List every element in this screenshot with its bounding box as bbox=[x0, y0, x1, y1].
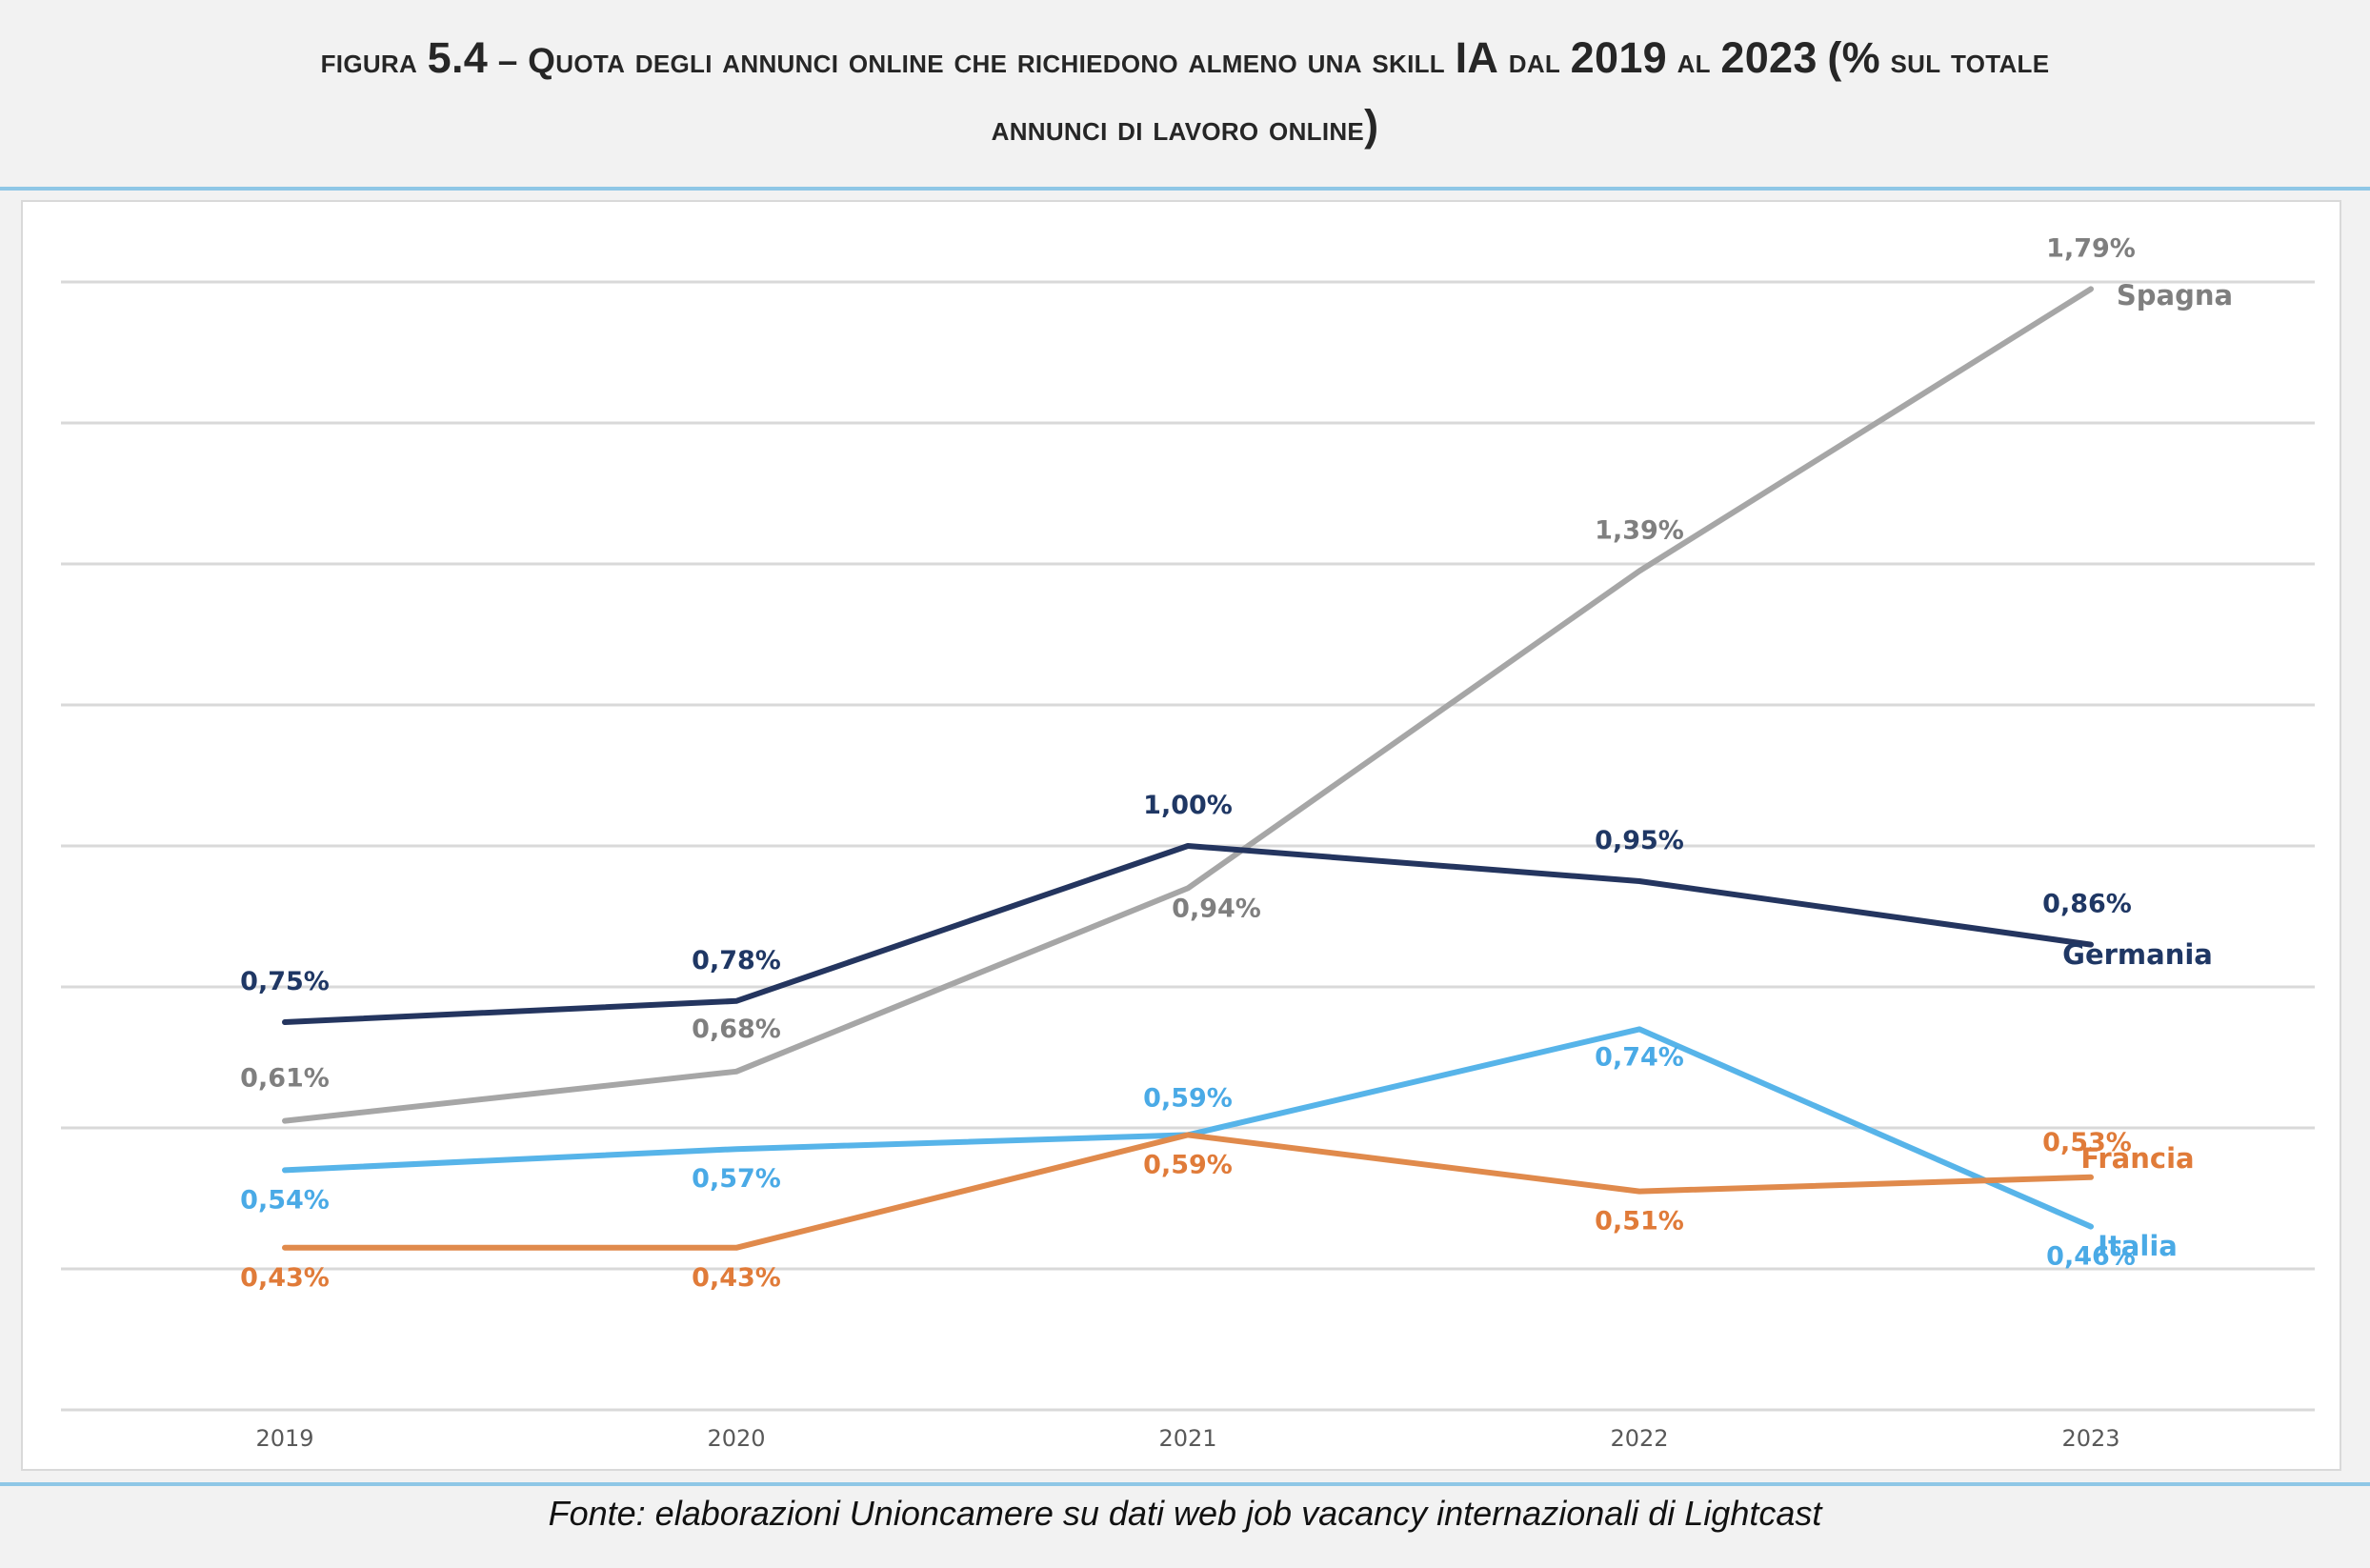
data-label: 0,59% bbox=[1143, 1150, 1233, 1179]
series-name-spagna: Spagna bbox=[2117, 279, 2233, 312]
data-label: 0,54% bbox=[240, 1185, 330, 1215]
series-line-germania bbox=[282, 843, 2094, 1025]
series-name-germania: Germania bbox=[2062, 938, 2213, 971]
chart-title-line-2: annunci di lavoro online) bbox=[991, 101, 1379, 150]
data-label: 0,68% bbox=[692, 1015, 781, 1044]
data-label: 0,61% bbox=[240, 1064, 330, 1094]
data-label: 0,75% bbox=[240, 967, 330, 996]
data-label: 0,94% bbox=[1172, 894, 1261, 923]
data-label: 0,78% bbox=[692, 946, 781, 975]
x-tick-label: 2020 bbox=[707, 1425, 765, 1452]
chart-title-line-1: figura 5.4 – Quota degli annunci online … bbox=[320, 33, 2050, 82]
data-label: 1,39% bbox=[1595, 515, 1684, 545]
data-label: 0,74% bbox=[1595, 1042, 1684, 1072]
series-name-labels: Spagna Germania Francia Italia bbox=[2062, 279, 2233, 1262]
series-line-francia bbox=[282, 1132, 2094, 1251]
data-label: 0,53% bbox=[2042, 1128, 2132, 1157]
data-labels: 0,61% 0,68% 0,94% 1,39% 1,79% 0,75% 0,78% 1,00%… bbox=[240, 233, 2136, 1292]
series-line-spagna bbox=[282, 286, 2094, 1124]
data-label: 0,43% bbox=[692, 1263, 781, 1293]
data-label: 0,57% bbox=[692, 1164, 781, 1194]
data-label: 0,51% bbox=[1595, 1207, 1684, 1236]
top-divider bbox=[0, 187, 2370, 191]
series-lines bbox=[282, 286, 2094, 1251]
chart-panel: 2019 2020 2021 2022 2023 0,61% 0,68% 0,94% 1,39… bbox=[21, 200, 2341, 1471]
x-tick-label: 2021 bbox=[1158, 1425, 1216, 1452]
bottom-divider bbox=[0, 1482, 2370, 1486]
data-label: 0,86% bbox=[2042, 890, 2132, 919]
data-label: 1,79% bbox=[2046, 233, 2136, 263]
data-label: 0,95% bbox=[1595, 826, 1684, 855]
x-tick-label: 2022 bbox=[1610, 1425, 1668, 1452]
data-label: 1,00% bbox=[1143, 791, 1233, 820]
x-tick-label: 2023 bbox=[2061, 1425, 2119, 1452]
line-chart: 2019 2020 2021 2022 2023 0,61% 0,68% 0,94% 1,39… bbox=[61, 233, 2315, 1452]
x-tick-label: 2019 bbox=[255, 1425, 313, 1452]
data-label: 0,59% bbox=[1143, 1083, 1233, 1113]
source-note: Fonte: elaborazioni Unioncamere su dati … bbox=[548, 1494, 1822, 1533]
data-label: 0,46% bbox=[2046, 1242, 2136, 1272]
x-axis-labels: 2019 2020 2021 2022 2023 bbox=[255, 1425, 2119, 1452]
data-label: 0,43% bbox=[240, 1263, 330, 1293]
series-name-francia: Francia bbox=[2080, 1142, 2194, 1175]
series-name-italia: Italia bbox=[2098, 1230, 2178, 1262]
chart-title: figura 5.4 – Quota degli annunci online … bbox=[0, 0, 2370, 187]
